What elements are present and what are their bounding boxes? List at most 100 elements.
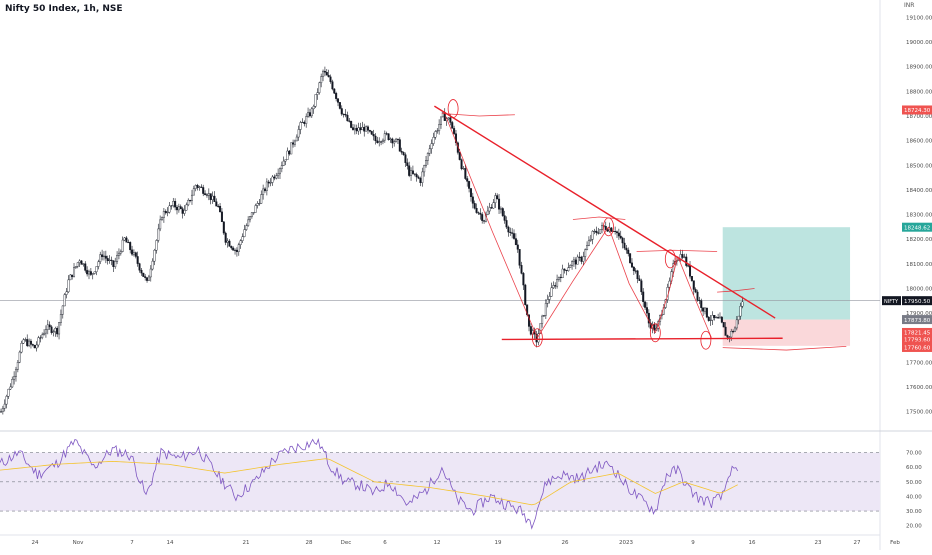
candle: [284, 159, 287, 166]
candle-body: [209, 193, 212, 200]
candle: [475, 203, 478, 214]
candle: [71, 274, 74, 280]
candle-body: [61, 305, 64, 315]
candle-body: [207, 193, 210, 196]
candle: [509, 227, 512, 236]
time-tick-label: 24: [32, 540, 39, 546]
candle: [518, 249, 521, 269]
candle: [352, 124, 355, 131]
candle: [353, 124, 356, 135]
candle: [114, 257, 117, 269]
candle-body: [372, 134, 375, 137]
candle: [559, 273, 562, 283]
candle-body: [14, 369, 17, 377]
price-tick-label: 18400.00: [906, 188, 932, 194]
candle: [387, 133, 390, 141]
candle: [159, 215, 162, 232]
candle: [400, 147, 403, 155]
candle-body: [432, 137, 435, 144]
price-label-box: [902, 315, 932, 325]
candle: [190, 189, 193, 205]
candle-body: [647, 312, 650, 324]
candle: [204, 190, 207, 196]
candle: [48, 321, 51, 330]
candle: [713, 315, 716, 321]
candle: [142, 272, 145, 277]
candle-body: [0, 411, 2, 413]
candle-body: [258, 203, 261, 205]
hand-drawn-stroke: [722, 345, 847, 351]
candle: [91, 273, 94, 280]
candle: [636, 269, 639, 284]
candle-body: [672, 263, 675, 272]
price-tick-label: 17500.00: [906, 410, 932, 416]
candle: [361, 121, 364, 131]
candle: [172, 197, 175, 208]
candle-body: [535, 333, 538, 343]
candle-body: [67, 279, 70, 293]
candle-body: [192, 188, 195, 196]
candle-body: [483, 220, 486, 222]
candle-body: [290, 142, 293, 155]
candle: [614, 226, 617, 235]
candle-body: [398, 139, 401, 152]
candle-body: [705, 307, 708, 318]
candle-body: [426, 153, 429, 161]
candle: [640, 278, 643, 296]
candle-body: [82, 263, 85, 265]
candle: [164, 209, 167, 215]
candle: [739, 302, 742, 320]
candle: [183, 205, 186, 216]
candle: [198, 185, 201, 191]
candle: [514, 233, 517, 246]
candle-body: [522, 273, 525, 286]
candle: [269, 178, 272, 187]
candle: [237, 242, 240, 256]
candle: [408, 161, 411, 178]
candle-body: [234, 249, 237, 251]
candle: [556, 274, 559, 289]
candle-body: [400, 150, 403, 153]
candle: [546, 294, 549, 308]
candle-body: [542, 315, 545, 317]
candle-body: [462, 168, 465, 170]
candle-body: [496, 195, 499, 200]
candle: [524, 283, 527, 306]
time-tick-label: 28: [306, 540, 313, 546]
candle-body: [541, 315, 544, 324]
candle-body: [458, 152, 461, 160]
pivot-circle: [700, 330, 712, 350]
price-tick-label: 17900.00: [906, 311, 932, 317]
candle: [350, 120, 353, 129]
candle-body: [415, 174, 418, 178]
candle-body: [352, 127, 355, 130]
candle-body: [436, 130, 439, 132]
candle: [623, 237, 626, 250]
candle: [627, 247, 630, 257]
candle: [262, 184, 265, 200]
candle-body: [286, 150, 289, 160]
candle-body: [86, 270, 89, 275]
candle-body: [687, 265, 690, 267]
candle: [548, 292, 551, 304]
candle-body: [307, 112, 310, 117]
candle-body: [106, 258, 109, 261]
candle: [174, 198, 177, 211]
candle: [252, 212, 255, 216]
candle-body: [138, 263, 141, 271]
candle: [471, 192, 474, 209]
candle-body: [219, 205, 222, 213]
candle: [149, 265, 152, 282]
candle-body: [215, 201, 218, 207]
candle: [44, 325, 47, 338]
candle-body: [161, 217, 164, 221]
candle: [378, 137, 381, 147]
price-label-text: 17793.60: [904, 338, 931, 344]
candle: [151, 258, 154, 271]
candle-body: [104, 255, 107, 259]
candle-body: [741, 301, 744, 307]
candle: [65, 288, 68, 299]
candle-body: [312, 106, 315, 110]
